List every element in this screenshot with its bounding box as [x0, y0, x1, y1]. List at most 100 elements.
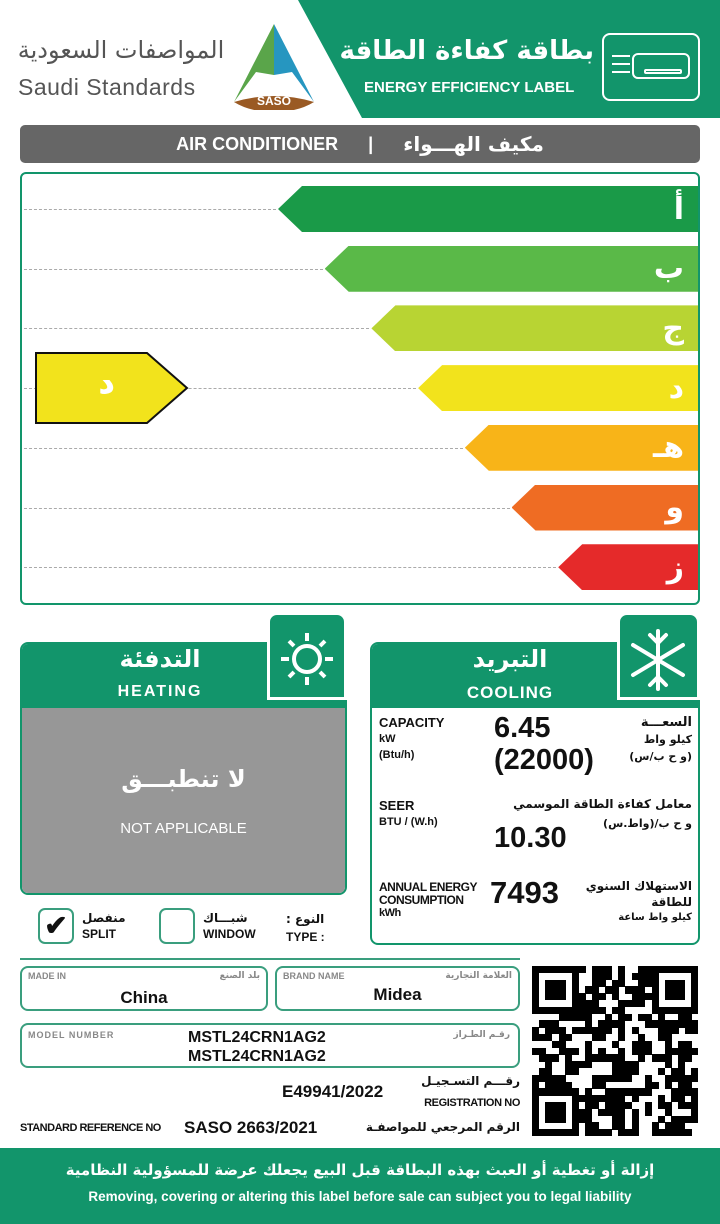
- qr-module: [618, 1013, 626, 1021]
- qr-module: [585, 1054, 593, 1062]
- qr-module: [538, 1074, 546, 1083]
- annual-ar: الاستهلاك السنوي للطاقة كيلو واط ساعة: [566, 878, 692, 926]
- qr-module: [598, 1034, 606, 1042]
- qr-module: [664, 1040, 672, 1049]
- qr-module: [585, 1047, 593, 1055]
- qr-module: [664, 1054, 672, 1062]
- qr-module: [551, 966, 560, 974]
- qr-module: [591, 1081, 599, 1089]
- qr-module: [638, 993, 646, 1001]
- qr-module: [611, 1122, 619, 1130]
- qr-module: [684, 1040, 692, 1049]
- qr-module: [571, 966, 579, 974]
- qr-module: [664, 1074, 672, 1083]
- registration-label-ar: رقـــم التسـجيـل: [421, 1074, 520, 1088]
- qr-module: [551, 979, 560, 987]
- qr-module: [565, 966, 573, 974]
- qr-module: [624, 1102, 633, 1110]
- qr-module: [618, 1095, 626, 1103]
- model-label: MODEL NUMBER: [28, 1030, 115, 1040]
- qr-module: [684, 1020, 692, 1028]
- qr-module: [678, 1020, 686, 1028]
- qr-module: [591, 993, 599, 1001]
- model-value-1: MSTL24CRN1AG2: [188, 1029, 326, 1046]
- qr-module: [598, 972, 606, 981]
- qr-module: [591, 972, 599, 981]
- qr-module: [578, 1000, 586, 1008]
- efficiency-class-label: د: [668, 370, 684, 406]
- qr-module: [605, 966, 613, 974]
- capacity-unit-kw: kW: [379, 733, 396, 745]
- qr-module: [532, 1047, 540, 1055]
- qr-module: [571, 979, 579, 987]
- qr-module: [684, 1027, 692, 1035]
- qr-module: [578, 1108, 586, 1117]
- capacity-label-text: CAPACITY: [379, 715, 445, 730]
- qr-module: [658, 1054, 666, 1062]
- qr-module: [611, 1108, 619, 1117]
- qr-module: [651, 1081, 659, 1089]
- qr-module: [585, 1000, 593, 1008]
- cooling-title-ar: التبريد: [472, 645, 548, 673]
- qr-module: [664, 1047, 672, 1055]
- qr-module: [638, 1047, 646, 1055]
- qr-module: [671, 1115, 679, 1123]
- qr-module: [591, 986, 599, 994]
- qr-module: [678, 1054, 686, 1062]
- window-checkbox[interactable]: [159, 908, 195, 944]
- scale-guide-line: [24, 507, 510, 509]
- qr-module: [571, 993, 579, 1001]
- annual-ar2: للطاقة: [651, 895, 692, 909]
- qr-module: [591, 966, 599, 974]
- qr-module: [558, 979, 566, 987]
- qr-module: [691, 1095, 699, 1103]
- qr-module: [532, 993, 540, 1001]
- qr-module: [691, 1068, 699, 1076]
- product-ar: مكيف الهـــواء: [403, 132, 544, 156]
- qr-code[interactable]: [532, 966, 699, 1137]
- qr-module: [605, 1095, 613, 1103]
- sun-icon: [267, 612, 347, 700]
- qr-module: [585, 1095, 593, 1103]
- qr-module: [585, 1027, 593, 1035]
- window-label: شبـــاك WINDOW: [203, 910, 256, 942]
- qr-module: [598, 1006, 606, 1015]
- air-conditioner-icon: [602, 33, 700, 101]
- qr-module: [591, 1027, 599, 1035]
- qr-module: [678, 1013, 686, 1021]
- brand-en: Saudi Standards: [18, 74, 196, 100]
- qr-module: [565, 1054, 573, 1062]
- qr-module: [631, 1061, 639, 1069]
- qr-module: [551, 986, 560, 994]
- qr-module: [671, 1122, 679, 1130]
- type-label: النوع : TYPE :: [286, 910, 325, 946]
- qr-module: [618, 1088, 626, 1096]
- qr-module: [651, 1000, 659, 1008]
- qr-module: [671, 986, 679, 994]
- qr-module: [538, 1020, 546, 1028]
- qr-module: [591, 1102, 599, 1110]
- qr-module: [571, 1095, 579, 1103]
- qr-module: [545, 1074, 553, 1083]
- qr-module: [691, 972, 699, 981]
- qr-module: [618, 1102, 626, 1110]
- qr-module: [651, 1122, 659, 1130]
- efficiency-scale: [20, 172, 700, 605]
- qr-module: [611, 1095, 619, 1103]
- efficiency-class-label: ج: [662, 310, 684, 346]
- qr-module: [664, 1108, 672, 1117]
- split-checkbox[interactable]: ✔: [38, 908, 74, 944]
- brand-ar: المواصفات السعودية: [17, 36, 225, 64]
- type-ar: النوع :: [286, 912, 325, 926]
- qr-module: [605, 1088, 613, 1096]
- qr-module: [624, 1074, 633, 1083]
- qr-module: [618, 979, 626, 987]
- qr-module: [611, 1102, 619, 1110]
- qr-module: [565, 1013, 573, 1021]
- qr-module: [658, 1102, 666, 1110]
- qr-module: [618, 1115, 626, 1123]
- qr-module: [565, 1047, 573, 1055]
- qr-module: [658, 1115, 666, 1123]
- qr-module: [644, 979, 652, 987]
- qr-module: [532, 1000, 540, 1008]
